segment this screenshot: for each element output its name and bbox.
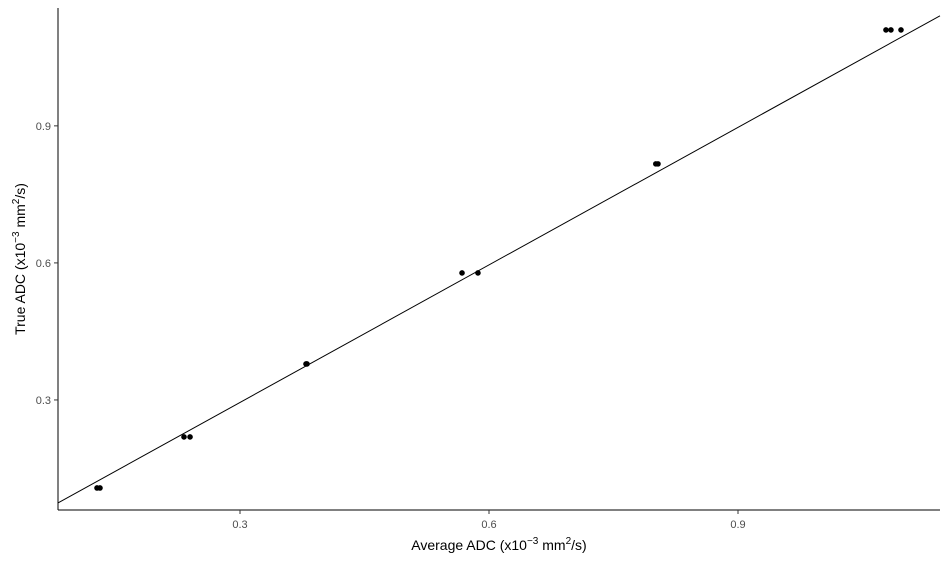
x-tick-label: 0.3 [232, 519, 247, 531]
label-part: mm [538, 537, 565, 553]
y-tick-label: 0.6 [36, 258, 51, 270]
point [97, 485, 103, 491]
point [304, 361, 310, 367]
point [181, 434, 187, 440]
point [655, 161, 661, 167]
label-part: /s) [571, 537, 587, 553]
label-part: mm [12, 204, 28, 231]
superscript: 2 [566, 536, 572, 547]
point [898, 27, 904, 33]
point [888, 27, 894, 33]
superscript: −3 [527, 536, 539, 547]
label-part: Average ADC (x10 [411, 537, 527, 553]
superscript: 2 [11, 198, 22, 204]
point [475, 270, 481, 276]
x-tick-label: 0.6 [481, 519, 496, 531]
y-tick-label: 0.3 [36, 395, 51, 407]
label-part: /s) [12, 183, 28, 199]
fit-line [57, 15, 941, 504]
x-axis-label: Average ADC (x10−3 mm2/s) [411, 536, 586, 553]
superscript: −3 [11, 231, 22, 243]
point [883, 27, 889, 33]
y-axis-label: True ADC (x10−3 mm2/s) [11, 183, 28, 335]
x-tick-label: 0.9 [730, 519, 745, 531]
y-tick-label: 0.9 [36, 121, 51, 133]
point [187, 434, 193, 440]
label-part: True ADC (x10 [12, 243, 28, 335]
point [459, 270, 465, 276]
